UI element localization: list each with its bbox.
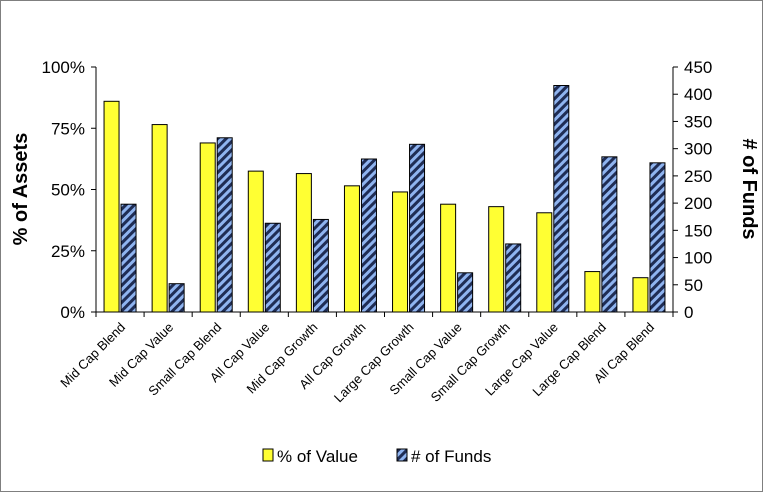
right-axis-ticks: 0 50 100 150 200 250 300 350 400 450 xyxy=(673,58,712,322)
bar-num-funds xyxy=(312,218,329,313)
bar-percent-value xyxy=(151,124,168,313)
left-tick-label: 0% xyxy=(60,303,85,322)
legend-swatch-num-funds xyxy=(396,448,408,462)
left-tick-label: 100% xyxy=(42,58,85,77)
bar-num-funds xyxy=(360,158,377,313)
bar-percent-value xyxy=(584,271,601,313)
right-tick-label: 150 xyxy=(684,221,712,240)
right-tick-label: 100 xyxy=(684,249,712,268)
right-tick-label: 250 xyxy=(684,167,712,186)
bar-num-funds xyxy=(601,156,618,313)
bar-num-funds xyxy=(264,222,281,313)
right-tick-label: 400 xyxy=(684,85,712,104)
left-tick-label: 75% xyxy=(51,119,85,138)
bar-percent-value xyxy=(488,206,505,313)
bar-num-funds xyxy=(120,203,137,313)
bar-percent-value xyxy=(632,277,649,313)
bar-percent-value xyxy=(536,212,553,313)
bar-num-funds xyxy=(553,85,570,313)
bar-percent-value xyxy=(392,191,409,313)
right-tick-label: 200 xyxy=(684,194,712,213)
right-tick-label: 50 xyxy=(684,276,703,295)
right-tick-label: 300 xyxy=(684,140,712,159)
legend-swatch-percent-value xyxy=(262,448,274,462)
left-tick-label: 50% xyxy=(51,181,85,200)
bar-percent-value xyxy=(343,185,360,313)
bars xyxy=(103,85,666,313)
bar-percent-value xyxy=(103,100,120,313)
left-axis-title: % of Assets xyxy=(10,133,32,246)
bar-percent-value xyxy=(440,203,457,313)
bar-num-funds xyxy=(168,283,185,313)
left-tick-label: 25% xyxy=(51,242,85,261)
bar-percent-value xyxy=(247,170,264,313)
bar-num-funds xyxy=(216,137,233,313)
bar-num-funds xyxy=(649,162,666,313)
right-tick-label: 0 xyxy=(684,303,693,322)
left-axis-ticks: 0% 25% 50% 75% 100% xyxy=(42,58,96,322)
bar-percent-value xyxy=(199,142,216,313)
right-tick-label: 450 xyxy=(684,58,712,77)
axes xyxy=(95,67,674,317)
legend-label-percent-value: % of Value xyxy=(277,447,358,466)
legend-label-num-funds: # of Funds xyxy=(411,447,491,466)
right-axis-title: # of Funds xyxy=(738,138,760,239)
bar-num-funds xyxy=(505,243,522,313)
bar-num-funds xyxy=(457,272,474,313)
bar-num-funds xyxy=(409,143,426,313)
right-tick-label: 350 xyxy=(684,112,712,131)
bar-percent-value xyxy=(295,173,312,313)
legend: % of Value # of Funds xyxy=(262,447,491,466)
